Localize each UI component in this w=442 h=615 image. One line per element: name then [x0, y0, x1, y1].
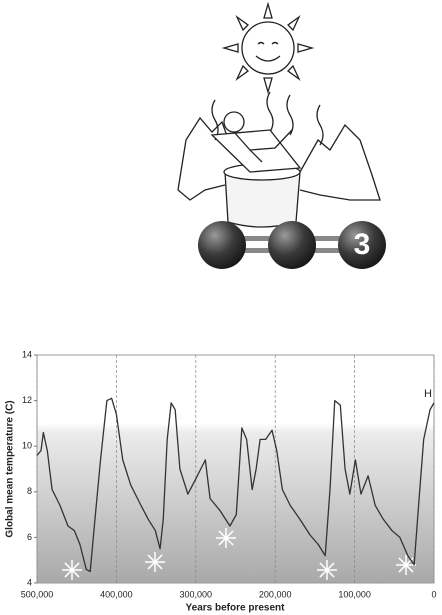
- star: [145, 552, 165, 572]
- y-tick-label: 8: [27, 486, 32, 496]
- molecule: [198, 221, 386, 269]
- plot-area: [36, 354, 435, 584]
- y-axis-title: Global mean temperature (C): [5, 400, 16, 537]
- x-tick-label: 0: [431, 589, 436, 599]
- x-axis-title: Years before present: [186, 603, 286, 614]
- illustration: [177, 1, 386, 269]
- molecule-label: 3: [354, 228, 371, 261]
- star: [317, 560, 337, 580]
- x-tick-label: 100,000: [338, 589, 371, 599]
- x-tick-label: 400,000: [100, 589, 133, 599]
- y-tick-label: 14: [22, 349, 32, 359]
- y-tick-label: 4: [27, 577, 32, 587]
- x-tick-label: 200,000: [259, 589, 292, 599]
- annotation: H: [424, 388, 432, 400]
- y-tick-label: 10: [22, 441, 32, 451]
- x-tick-label: 500,000: [21, 589, 54, 599]
- y-tick-label: 6: [27, 532, 32, 542]
- star: [216, 528, 236, 548]
- glacial-markers: [62, 528, 416, 580]
- y-tick-label: 12: [22, 395, 32, 405]
- star: [62, 560, 82, 580]
- star: [396, 555, 416, 575]
- data-line: [36, 397, 435, 573]
- scene: [177, 91, 381, 228]
- x-tick-label: 300,000: [180, 589, 213, 599]
- sun: [221, 1, 315, 95]
